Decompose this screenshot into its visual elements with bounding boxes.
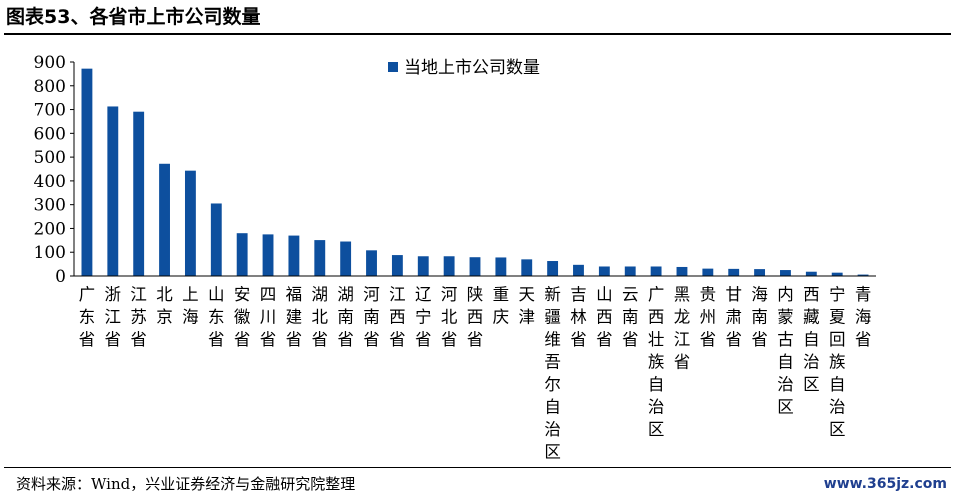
legend-swatch xyxy=(388,62,398,72)
bar xyxy=(314,240,326,276)
x-tick-label: 山东省 xyxy=(208,285,225,349)
bar xyxy=(81,68,93,276)
bar xyxy=(650,266,662,276)
bar xyxy=(702,268,714,276)
watermark: www.365jz.com xyxy=(823,476,947,492)
x-tick-label: 青海省 xyxy=(855,285,872,349)
legend-label: 当地上市公司数量 xyxy=(404,58,540,78)
y-tick-label: 0 xyxy=(55,267,66,287)
x-tick-label: 重庆 xyxy=(493,285,510,327)
x-tick-label: 福建省 xyxy=(286,285,303,349)
bar xyxy=(288,235,300,276)
y-tick-label: 700 xyxy=(34,101,66,121)
x-tick-label: 辽宁省 xyxy=(415,285,432,349)
bar xyxy=(366,250,377,276)
bar xyxy=(210,203,222,276)
bar xyxy=(159,163,170,276)
bars xyxy=(81,68,869,276)
bar xyxy=(443,256,455,276)
x-tick-label: 四川省 xyxy=(260,285,277,349)
bar xyxy=(728,268,740,276)
bar xyxy=(573,264,584,276)
bar xyxy=(469,257,481,276)
bar xyxy=(133,111,145,276)
y-tick-label: 800 xyxy=(34,77,66,97)
x-tick-label: 广西壮族自治区 xyxy=(648,285,665,439)
bar xyxy=(547,261,559,276)
page-title: 图表53、各省市上市公司数量 xyxy=(6,6,261,28)
x-tick-label: 江西省 xyxy=(389,285,406,349)
y-tick-label: 900 xyxy=(34,53,66,73)
bar xyxy=(831,272,843,276)
y-tick-label: 600 xyxy=(34,124,66,144)
y-tick-label: 200 xyxy=(34,219,66,239)
bottom-divider xyxy=(4,467,951,468)
bar xyxy=(495,257,507,276)
bar xyxy=(598,266,610,276)
x-tick-label: 内蒙古自治区 xyxy=(777,285,794,417)
bar xyxy=(417,256,429,276)
x-tick-label: 湖北省 xyxy=(312,285,329,349)
x-tick-label: 山西省 xyxy=(596,285,613,349)
x-tick-label: 西藏自治区 xyxy=(803,285,820,394)
bar xyxy=(340,241,352,276)
y-tick-label: 300 xyxy=(34,196,66,216)
bar xyxy=(754,269,766,276)
bar xyxy=(391,255,403,276)
bar xyxy=(262,234,274,276)
bar xyxy=(780,270,791,276)
x-tick-label: 甘肃省 xyxy=(725,285,742,349)
x-tick-label: 云南省 xyxy=(622,285,639,349)
source-note: 资料来源：Wind，兴业证券经济与金融研究院整理 xyxy=(16,475,356,493)
bar xyxy=(676,266,688,276)
x-tick-label: 河北省 xyxy=(441,285,458,349)
bar xyxy=(624,266,636,276)
x-tick-label: 新疆维吾尔自治区 xyxy=(544,285,561,462)
x-tick-label: 江苏省 xyxy=(130,285,147,349)
bar xyxy=(107,106,119,276)
x-tick-label: 吉林省 xyxy=(570,285,587,349)
legend: 当地上市公司数量 xyxy=(388,58,540,78)
x-tick-label: 北京 xyxy=(156,285,173,327)
x-tick-label: 陕西省 xyxy=(467,285,484,349)
bar xyxy=(236,233,248,276)
x-tick-label: 广东省 xyxy=(79,285,96,349)
x-tick-label: 河南省 xyxy=(363,285,380,349)
x-tick-label: 天津 xyxy=(518,285,535,327)
x-tick-label: 湖南省 xyxy=(337,285,354,349)
x-tick-label: 浙江省 xyxy=(105,285,122,349)
top-divider xyxy=(4,33,951,35)
bar xyxy=(805,271,817,276)
bar xyxy=(521,259,533,276)
y-tick-label: 500 xyxy=(34,148,66,168)
x-tick-label: 黑龙江省 xyxy=(674,285,691,372)
bar-chart: 0 100 200 300 400 500 600 700 800 900 广东省浙江省江苏省北京… xyxy=(34,53,876,462)
x-tick-label: 海南省 xyxy=(751,285,768,349)
x-tick-label: 贵州省 xyxy=(700,285,717,349)
x-tick-label: 上海 xyxy=(182,285,199,327)
x-axis: 广东省浙江省江苏省北京上海山东省安徽省四川省福建省湖北省湖南省河南省江西省辽宁省… xyxy=(74,275,876,462)
bar xyxy=(184,170,196,276)
x-tick-label: 宁夏回族自治区 xyxy=(829,285,846,439)
y-tick-label: 100 xyxy=(34,243,66,263)
y-axis: 0 100 200 300 400 500 600 700 800 900 xyxy=(34,53,75,287)
x-tick-label: 安徽省 xyxy=(234,285,251,349)
y-tick-label: 400 xyxy=(34,172,66,192)
bar xyxy=(857,274,869,276)
